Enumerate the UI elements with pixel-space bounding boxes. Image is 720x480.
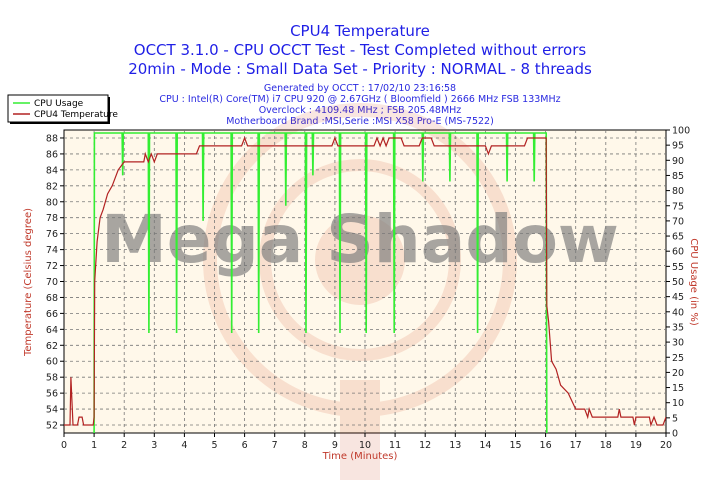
x-tick-label: 20 [660, 440, 672, 451]
watermark-logo [203, 103, 517, 480]
y-right-tick-label: 60 [672, 247, 684, 258]
y-axis-left-label: Temperature (Celsius degree) [23, 208, 34, 357]
y-left-tick-label: 54 [46, 405, 58, 416]
x-tick-label: 13 [449, 440, 461, 451]
legend-label-temperature: CPU4 Temperature [34, 110, 118, 120]
y-left-tick-label: 76 [46, 229, 58, 240]
x-tick-label: 2 [121, 440, 127, 451]
legend-label-cpu-usage: CPU Usage [34, 99, 84, 109]
y-right-tick-label: 30 [672, 338, 684, 349]
x-tick-label: 8 [302, 440, 308, 451]
x-tick-label: 7 [272, 440, 278, 451]
y-right-tick-label: 65 [672, 232, 684, 243]
y-left-tick-label: 80 [46, 197, 58, 208]
x-tick-label: 11 [389, 440, 401, 451]
x-tick-label: 3 [151, 440, 157, 451]
info-overclock: Overclock : 4109.48 MHz ; FSB 205.48MHz [259, 105, 462, 116]
y-left-tick-label: 78 [46, 213, 58, 224]
y-left-tick-label: 74 [46, 245, 58, 256]
x-tick-label: 17 [570, 440, 582, 451]
y-left-tick-label: 84 [46, 165, 58, 176]
x-tick-label: 18 [600, 440, 612, 451]
y-left-tick-label: 62 [46, 341, 58, 352]
y-right-tick-label: 80 [672, 186, 684, 197]
y-left-tick-label: 58 [46, 373, 58, 384]
info-motherboard: Motherboard Brand :MSI,Serie :MSI X58 Pr… [226, 116, 494, 127]
y-right-tick-label: 85 [672, 171, 684, 182]
y-right-tick-label: 0 [672, 429, 678, 440]
x-tick-label: 19 [630, 440, 642, 451]
x-tick-label: 15 [509, 440, 521, 451]
y-left-tick-label: 72 [46, 261, 58, 272]
x-tick-label: 14 [479, 440, 491, 451]
x-tick-label: 16 [540, 440, 552, 451]
y-right-tick-label: 10 [672, 398, 684, 409]
y-left-tick-label: 70 [46, 277, 58, 288]
info-cpu: CPU : Intel(R) Core(TM) i7 CPU 920 @ 2.6… [159, 94, 560, 105]
y-left-tick-label: 88 [46, 133, 58, 144]
y-left-tick-label: 52 [46, 421, 58, 432]
x-tick-label: 6 [242, 440, 248, 451]
info-generated: Generated by OCCT : 17/02/10 23:16:58 [264, 83, 456, 94]
y-left-tick-label: 64 [46, 325, 58, 336]
series-line-cpu4-temperature [64, 136, 667, 428]
y-left-tick-label: 60 [46, 357, 58, 368]
y-left-tick-label: 82 [46, 181, 58, 192]
x-tick-label: 1 [91, 440, 97, 451]
legend: CPU Usage CPU4 Temperature [7, 94, 118, 124]
y-right-tick-label: 45 [672, 292, 684, 303]
y-right-tick-label: 70 [672, 216, 684, 227]
y-left-tick-label: 86 [46, 149, 58, 160]
y-right-tick-label: 15 [672, 383, 684, 394]
series-line-cpu-usage [93, 132, 548, 434]
y-right-tick-label: 40 [672, 307, 684, 318]
x-tick-label: 4 [181, 440, 187, 451]
y-right-tick-label: 5 [672, 413, 678, 424]
watermark-text: Mega Shadow [101, 201, 619, 278]
y-right-tick-label: 50 [672, 277, 684, 288]
y-right-tick-label: 90 [672, 156, 684, 167]
y-left-tick-label: 68 [46, 293, 58, 304]
y-axis-right-label: CPU Usage (in %) [688, 238, 699, 326]
chart-title: CPU4 Temperature [290, 22, 430, 40]
x-axis-label: Time (Minutes) [322, 451, 398, 462]
x-tick-label: 10 [359, 440, 371, 451]
chart-subtitle-test: OCCT 3.1.0 - CPU OCCT Test - Test Comple… [134, 41, 587, 59]
y-right-tick-label: 35 [672, 322, 684, 333]
chart-subtitle-mode: 20min - Mode : Small Data Set - Priority… [128, 60, 592, 78]
x-tick-label: 12 [419, 440, 431, 451]
y-right-tick-label: 95 [672, 141, 684, 152]
y-right-tick-label: 20 [672, 368, 684, 379]
y-right-tick-label: 25 [672, 353, 684, 364]
y-right-tick-label: 55 [672, 262, 684, 273]
y-right-tick-label: 75 [672, 201, 684, 212]
x-tick-label: 9 [332, 440, 338, 451]
x-tick-label: 0 [61, 440, 67, 451]
y-right-tick-label: 100 [672, 126, 690, 137]
y-left-tick-label: 66 [46, 309, 58, 320]
x-tick-label: 5 [211, 440, 217, 451]
y-left-tick-label: 56 [46, 389, 58, 400]
